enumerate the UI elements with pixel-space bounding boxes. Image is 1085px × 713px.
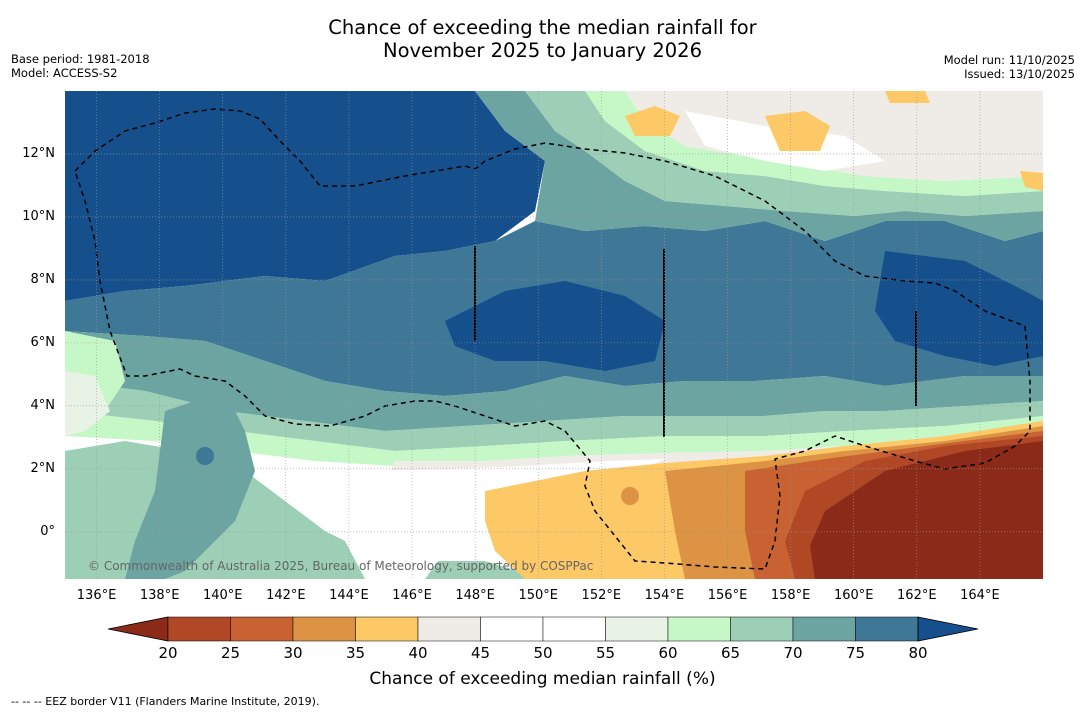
zone-60-south xyxy=(65,411,1043,466)
colorbar-tick-label: 80 xyxy=(908,644,928,662)
colorbar-tick-label: 25 xyxy=(220,644,241,662)
colorbar-segment xyxy=(730,616,794,642)
model-run-text: Model run: 11/10/2025 xyxy=(943,53,1075,67)
zone-65-north xyxy=(525,91,1043,216)
lat-label: 6°N xyxy=(30,334,56,350)
lat-label: 4°N xyxy=(30,397,56,413)
zone-65-south xyxy=(65,381,1043,451)
lon-label: 140°E xyxy=(202,588,243,603)
lon-label: 136°E xyxy=(76,588,117,603)
lon-label: 148°E xyxy=(455,588,495,603)
colorbar-segment xyxy=(542,616,606,642)
lon-label: 146°E xyxy=(392,588,432,603)
eez-border xyxy=(74,108,1031,570)
eez-footnote: -- -- -- EEZ border V11 (Flanders Marine… xyxy=(11,695,320,708)
wet-spot xyxy=(196,447,214,465)
colorbar-tick-label: 70 xyxy=(783,644,803,662)
lon-label: 160°E xyxy=(833,588,874,603)
lon-label: 162°E xyxy=(897,588,937,603)
colorbar-tick-label: 60 xyxy=(658,644,678,662)
lon-label: 144°E xyxy=(329,588,369,603)
copyright-text: © Commonwealth of Australia 2025, Bureau… xyxy=(88,559,594,573)
colorbar-extend-low xyxy=(108,616,169,642)
lon-label: 158°E xyxy=(770,588,811,603)
colorbar-segment xyxy=(855,616,919,642)
issued-text: Issued: 13/10/2025 xyxy=(964,67,1075,81)
colorbar-tick-label: 75 xyxy=(845,644,866,662)
colorbar-segment xyxy=(167,616,231,642)
zone-50-south xyxy=(345,459,665,579)
base-period-text: Base period: 1981-2018 xyxy=(11,52,150,66)
lon-label: 142°E xyxy=(266,588,306,603)
lat-label: 12°N xyxy=(22,145,55,161)
colorbar-title: Chance of exceeding median rainfall (%) xyxy=(369,669,716,689)
lon-label: 152°E xyxy=(581,588,622,603)
graticule xyxy=(65,91,1043,579)
rainfall-map xyxy=(65,91,1043,579)
zone-40-north-2 xyxy=(765,111,830,151)
model-text: Model: ACCESS-S2 xyxy=(11,66,118,80)
colorbar xyxy=(108,616,978,642)
colorbar-tick-label: 45 xyxy=(470,644,491,662)
colorbar-segment xyxy=(480,616,544,642)
colorbar-segment xyxy=(667,616,731,642)
lon-label: 164°E xyxy=(960,588,1000,603)
colorbar-tick-label: 30 xyxy=(283,644,303,662)
colorbar-tick-label: 50 xyxy=(533,644,553,662)
map-canvas xyxy=(65,91,1043,579)
lon-label: 138°E xyxy=(139,588,180,603)
zone-70-south xyxy=(65,331,1043,431)
colorbar-segment xyxy=(292,616,356,642)
zone-80-central xyxy=(445,281,665,371)
zone-40-north-4 xyxy=(1020,171,1043,191)
zone-55-southwest xyxy=(65,371,110,436)
chart-title-line2: November 2025 to January 2026 xyxy=(383,39,702,62)
zone-40-north-1 xyxy=(625,106,680,136)
lon-label: 150°E xyxy=(518,588,558,603)
zone-70-north xyxy=(475,91,1043,241)
colorbar-extend-high xyxy=(917,616,978,642)
lat-label: 10°N xyxy=(22,208,55,224)
zone-60-north xyxy=(585,91,1043,196)
colorbar-tick-label: 65 xyxy=(720,644,741,662)
zone-40-north-3 xyxy=(885,91,930,103)
colorbar-tick-label: 40 xyxy=(408,644,428,662)
dry-spot xyxy=(621,487,639,505)
zone-20-south xyxy=(810,441,1043,579)
colorbar-segment xyxy=(417,616,481,642)
lon-label: 154°E xyxy=(644,588,685,603)
colorbar-segment xyxy=(792,616,856,642)
colorbar-segment xyxy=(230,616,294,642)
zone-80-northwest xyxy=(65,91,545,301)
lon-label: 156°E xyxy=(707,588,748,603)
colorbar-segment xyxy=(605,616,669,642)
colorbar-tick-label: 20 xyxy=(158,644,178,662)
colorbar-segment xyxy=(355,616,419,642)
lat-label: 2°N xyxy=(30,460,56,476)
lat-label: 8°N xyxy=(30,271,56,287)
lat-label: 0° xyxy=(40,523,55,539)
chart-title-line1: Chance of exceeding the median rainfall … xyxy=(328,16,757,39)
colorbar-tick-label: 55 xyxy=(595,644,616,662)
colorbar-tick-label: 35 xyxy=(345,644,366,662)
